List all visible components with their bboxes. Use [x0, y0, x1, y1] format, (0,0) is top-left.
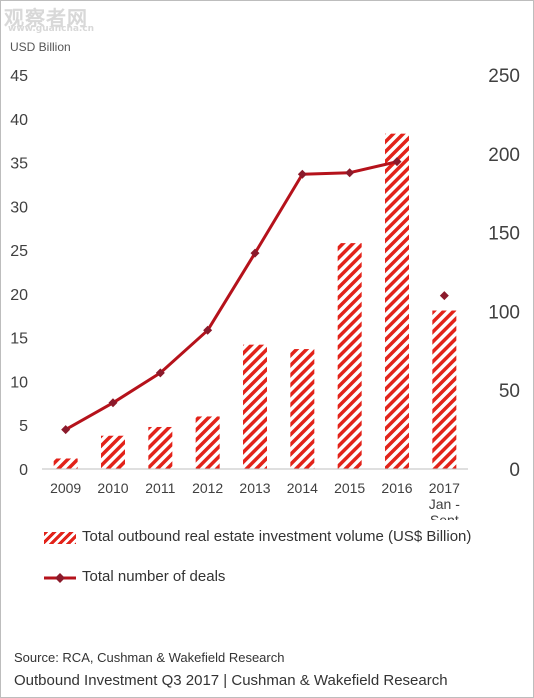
y-left-tick-label: 15 — [10, 331, 28, 348]
x-tick-label-line: 2014 — [287, 480, 318, 496]
y-left-tick-label: 25 — [10, 243, 28, 260]
chart-svg: 0 5 10 15 20 25 30 35 40 45 0 50 100 150 200 250 2009 2… — [10, 66, 520, 520]
footer-caption: Outbound Investment Q3 2017 | Cushman & … — [14, 672, 448, 689]
x-tick-label-line: 2011 — [145, 480, 175, 496]
watermark-url: www.guancha.cn — [8, 24, 95, 34]
y-right-tick-label: 50 — [499, 381, 520, 402]
marker-deals-8 — [439, 291, 449, 301]
y-left-tick-label: 35 — [10, 156, 28, 173]
y-left-tick-label: 10 — [10, 374, 28, 391]
bar-volume-2 — [148, 426, 173, 469]
y-left-tick-label: 20 — [10, 287, 28, 304]
bar-volume-1 — [101, 435, 125, 469]
deals-line — [64, 160, 398, 431]
watermark: 观察者网 — [4, 6, 88, 30]
x-tick-label-line: 2017 — [429, 480, 460, 496]
bar-volume-7 — [385, 133, 409, 469]
marker-deals-7 — [392, 157, 402, 167]
x-tick-label-line: Sept — [430, 512, 459, 520]
x-tick-label: 2011 — [145, 480, 175, 496]
y-right-tick-label: 150 — [488, 224, 520, 245]
y-right-tick-label: 100 — [488, 302, 520, 323]
y-left-tick-label: 0 — [19, 462, 28, 479]
x-tick-label: 2010 — [97, 480, 128, 496]
y-left-tick-label: 40 — [10, 112, 28, 129]
marker-deals-4 — [250, 248, 260, 258]
x-tick-label-line: 2010 — [97, 480, 128, 496]
marker-deals-2 — [155, 368, 165, 378]
legend-label-volume: Total outbound real estate investment vo… — [82, 528, 472, 545]
bar-volume-6 — [337, 243, 362, 469]
y-right-tick-label: 0 — [509, 460, 520, 481]
bar-volume-5 — [290, 349, 315, 469]
x-tick-label: 2013 — [239, 480, 270, 496]
bar-volume-4 — [243, 344, 267, 469]
x-tick-label-line: 2009 — [50, 480, 81, 496]
y-left-tick-label: 5 — [19, 418, 28, 435]
marker-deals-5 — [297, 169, 307, 179]
legend-swatch-stripes — [44, 532, 76, 544]
x-tick-label-line: 2012 — [192, 480, 223, 496]
x-tick-label: 2015 — [334, 480, 365, 496]
x-tick-label-line: 2016 — [381, 480, 412, 496]
y-right-tick-label: 250 — [488, 66, 520, 87]
x-tick-label-line: 2015 — [334, 480, 365, 496]
x-tick-label-line: 2013 — [239, 480, 270, 496]
marker-deals-6 — [345, 168, 355, 178]
legend-swatch-line — [44, 573, 76, 583]
y-left-tick-label: 45 — [10, 68, 28, 85]
legend-item-deals: Total number of deals — [44, 568, 225, 588]
y-left-tick-label: 30 — [10, 199, 28, 216]
legend-item-volume: Total outbound real estate investment vo… — [44, 528, 482, 546]
x-tick-label: 2017 Jan -Sept — [429, 480, 460, 520]
source-note: Source: RCA, Cushman & Wakefield Researc… — [14, 650, 285, 665]
marker-deals-0 — [61, 425, 71, 435]
legend-label-deals: Total number of deals — [82, 568, 226, 585]
bar-volume-8 — [432, 310, 457, 469]
marker-deals-3 — [203, 325, 213, 335]
x-tick-label: 2014 — [287, 480, 318, 496]
y-right-tick-label: 200 — [488, 145, 520, 166]
x-tick-label-line: Jan - — [429, 496, 460, 512]
marker-deals-1 — [108, 398, 118, 408]
x-tick-label: 2009 — [50, 480, 81, 496]
bar-volume-3 — [195, 416, 220, 469]
x-tick-label: 2012 — [192, 480, 223, 496]
y-axis-unit-label: USD Billion — [10, 40, 71, 54]
bar-volume-0 — [53, 458, 78, 469]
x-tick-label: 2016 — [381, 480, 412, 496]
